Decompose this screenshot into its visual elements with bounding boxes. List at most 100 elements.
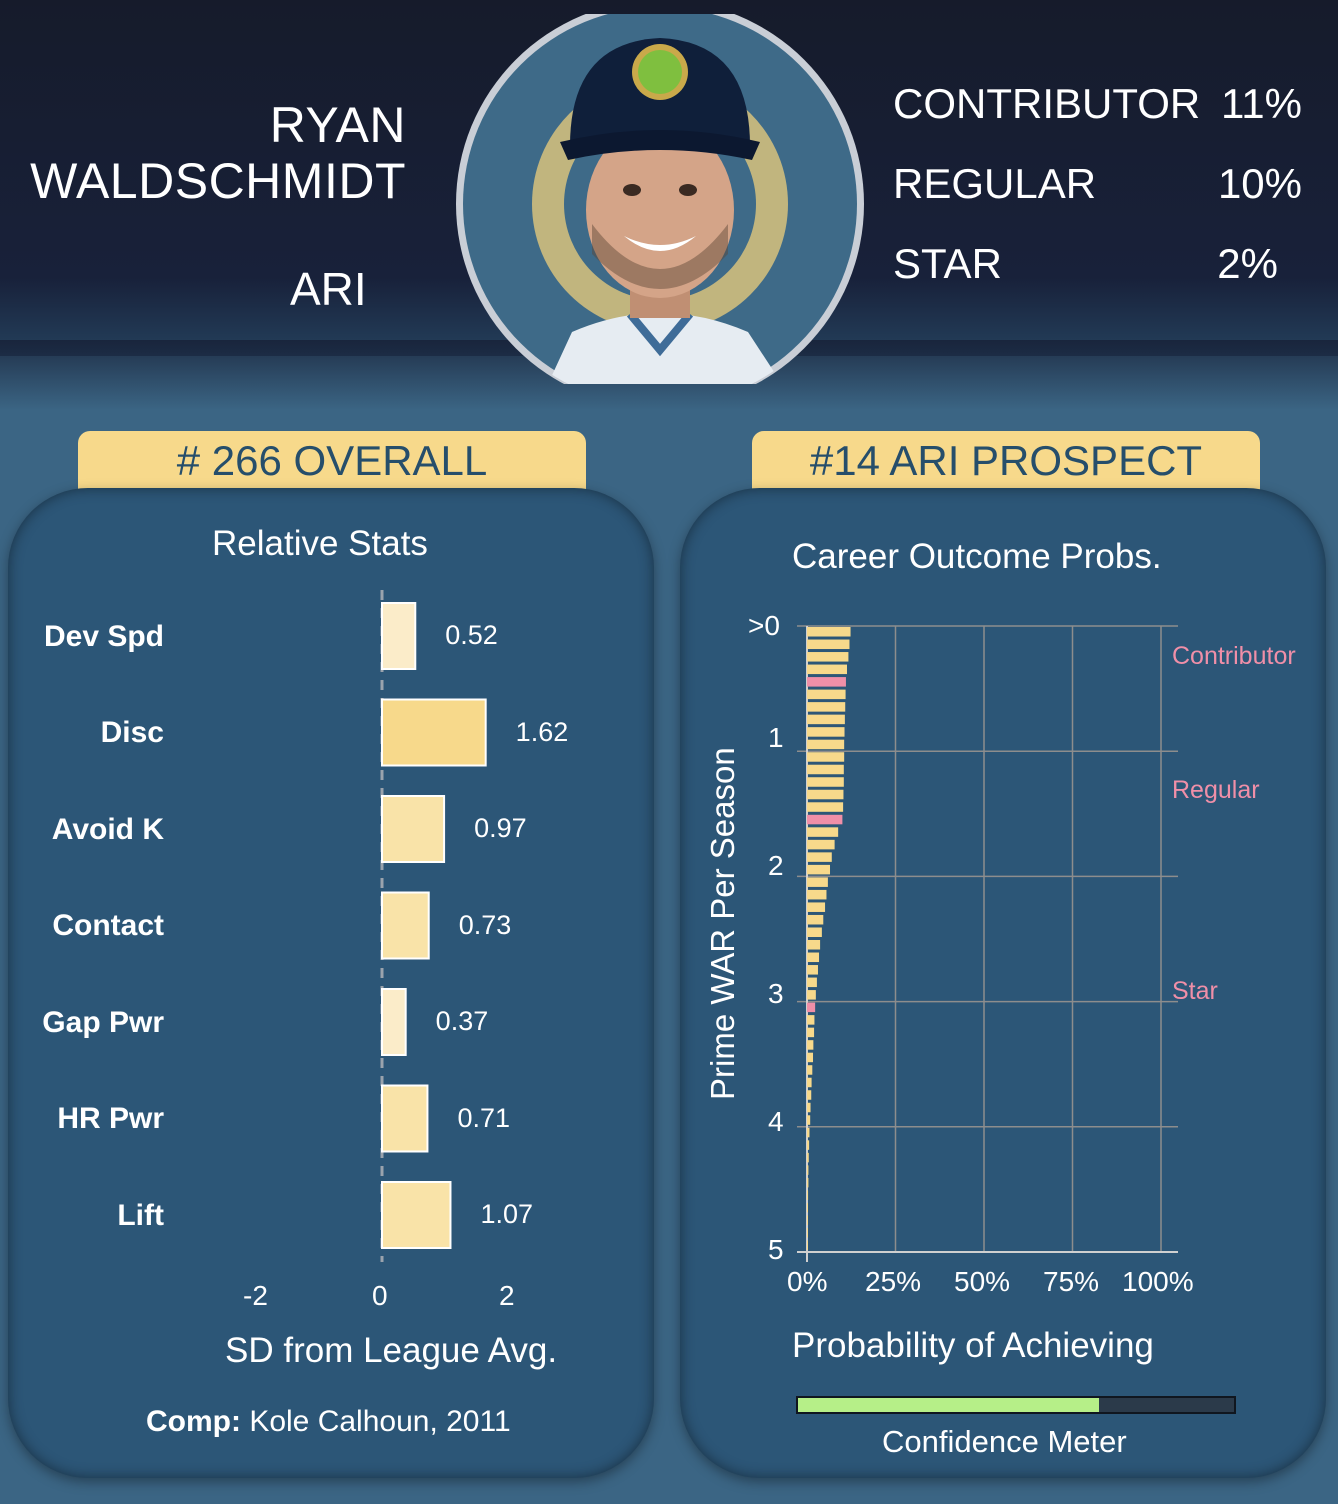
stat-label-contact: Contact <box>52 909 164 942</box>
stat-value-dev-spd: 0.52 <box>445 620 498 650</box>
prob-bar-war-3.8 <box>807 1102 811 1113</box>
confidence-meter-label: Confidence Meter <box>882 1424 1127 1459</box>
war-y-tick-3: 3 <box>768 978 784 1009</box>
stats-x-tick-2: 2 <box>499 1280 515 1311</box>
prob-bar-war-4.4 <box>807 1177 809 1188</box>
prob-bar-war-3.1 <box>807 1015 815 1025</box>
prob-bar-war-4.0 <box>807 1127 810 1138</box>
stats-x-axis-label: SD from League Avg. <box>225 1331 558 1370</box>
annotation-contributor: Contributor <box>1172 642 1296 670</box>
prob-bar-war-1.0 <box>807 752 845 762</box>
stat-bar-dev-spd <box>381 602 417 670</box>
stat-value-contact: 0.73 <box>458 909 512 940</box>
prob-x-axis-label: Probability of Achieving <box>792 1326 1154 1365</box>
prob-bar-war-3.4 <box>807 1052 814 1063</box>
stat-bar-contact <box>381 891 430 960</box>
comp-value: Kole Calhoun, 2011 <box>240 1405 511 1438</box>
prob-bar-war-2.7 <box>807 965 818 975</box>
stat-value-hr-pwr: 0.71 <box>457 1102 510 1133</box>
annotation-star: Star <box>1172 977 1218 1005</box>
prob-bar-war-4.6 <box>807 1202 808 1213</box>
stat-bar-lift <box>381 1181 452 1249</box>
stat-bar-disc <box>381 698 487 767</box>
prob-bar-war-2.2 <box>807 902 826 912</box>
regular-value: 10% <box>1217 160 1302 207</box>
prob-bar-war-3.9 <box>807 1115 811 1125</box>
prob-bar-war-4.8 <box>807 1227 808 1238</box>
prob-bar-war-2.0 <box>807 877 828 887</box>
prob-bar-war-2.4 <box>807 927 822 937</box>
player-headshot-image <box>456 14 864 384</box>
prob-bar-war-1.5 <box>807 814 843 825</box>
prob-bar-war-0.6 <box>807 702 846 712</box>
relative-stats-title: Relative Stats <box>212 524 428 563</box>
prob-bar-war-3.6 <box>807 1077 812 1088</box>
war-y-tick-2: 2 <box>768 850 784 881</box>
prob-bar-war-0.5 <box>807 689 846 700</box>
stat-label-avoid-k: Avoid K <box>51 813 164 846</box>
stat-value-avoid-k: 0.97 <box>474 813 527 843</box>
prob-bar-war-2.8 <box>807 977 817 988</box>
prob-bar-war-1.4 <box>807 802 844 812</box>
prob-bar-war-4.1 <box>807 1140 810 1150</box>
player-first-name: RYAN <box>269 97 406 153</box>
prob-bar-war-1.6 <box>807 827 839 837</box>
career-outcome-panel <box>680 488 1326 1478</box>
stat-label-disc: Disc <box>100 716 164 749</box>
confidence-meter <box>796 1396 1236 1414</box>
prob-bar-war-3.5 <box>807 1065 813 1075</box>
prob-bar-war-3.7 <box>807 1090 812 1100</box>
prob-bar-war-0.4 <box>807 677 846 687</box>
prob-bar-war-0.7 <box>807 714 845 725</box>
prob-bar-war-0.0 <box>807 627 851 637</box>
prob-bar-war-2.9 <box>807 990 816 1000</box>
prob-bar-war-1.1 <box>807 764 844 775</box>
stat-bar-avoid-k <box>381 795 446 863</box>
prob-bar-war-4.7 <box>807 1215 808 1225</box>
prob-bar-war-4.5 <box>807 1190 809 1200</box>
relative-stats-panel <box>8 488 654 1478</box>
prob-bar-war-1.7 <box>807 839 835 850</box>
prob-bar-war-3.0 <box>807 1002 816 1013</box>
contributor-label: CONTRIBUTOR <box>893 80 1201 127</box>
regular-label: REGULAR <box>893 160 1097 207</box>
prob-bar-war-0.1 <box>807 639 850 650</box>
prob-bar-war-1.2 <box>807 777 844 787</box>
comp-player: Comp: Kole Calhoun, 2011 <box>146 1405 511 1439</box>
prob-bar-war-4.3 <box>807 1165 809 1175</box>
star-label: STAR <box>893 240 1002 287</box>
annotation-regular: Regular <box>1172 776 1260 804</box>
prob-bar-war-0.3 <box>807 664 848 675</box>
stat-label-dev-spd: Dev Spd <box>43 620 164 653</box>
prob-bar-war-2.6 <box>807 952 820 963</box>
contributor-value: 11% <box>1221 80 1302 127</box>
career-outcome-title: Career Outcome Probs. <box>792 537 1162 576</box>
war-y-tick-4: 4 <box>768 1106 784 1137</box>
stat-value-gap-pwr: 0.37 <box>435 1006 489 1036</box>
prob-bar-war-2.5 <box>807 940 821 950</box>
prob-bar-war-3.2 <box>807 1027 815 1038</box>
stats-x-tick-0: 0 <box>372 1280 388 1311</box>
stats-x-tick-neg2: -2 <box>243 1280 268 1311</box>
confidence-meter-fill <box>798 1398 1099 1412</box>
prob-x-tick-100: 100% <box>1122 1266 1194 1297</box>
comp-label: Comp: <box>146 1405 241 1438</box>
war-y-tick-1: 1 <box>768 722 784 753</box>
prob-bar-war-1.8 <box>807 852 832 862</box>
prob-bar-war-1.9 <box>807 864 831 875</box>
prob-x-tick-50: 50% <box>954 1266 1011 1297</box>
prob-bar-war-0.9 <box>807 739 845 750</box>
stat-bar-hr-pwr <box>381 1084 429 1153</box>
prob-bar-war-1.3 <box>807 789 844 800</box>
prob-bar-war-4.2 <box>807 1152 809 1163</box>
prob-x-tick-25: 25% <box>865 1266 922 1297</box>
prob-bar-war-0.8 <box>807 727 845 737</box>
stat-value-lift: 1.07 <box>480 1199 534 1229</box>
stat-label-lift: Lift <box>117 1199 164 1232</box>
stat-value-disc: 1.62 <box>515 716 569 747</box>
player-team: ARI <box>290 263 367 315</box>
war-y-tick-0: >0 <box>748 610 780 641</box>
prob-x-tick-0: 0% <box>787 1266 828 1297</box>
prob-bar-war-2.1 <box>807 889 827 900</box>
